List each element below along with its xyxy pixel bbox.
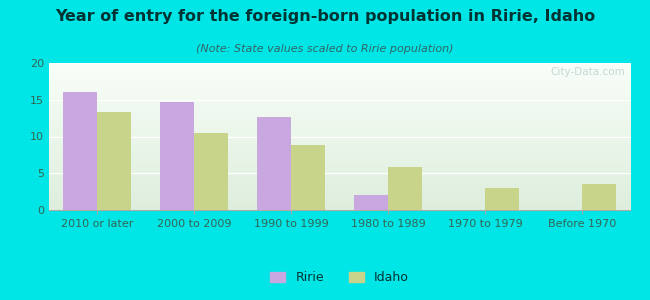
Bar: [582, 184, 616, 210]
Bar: [485, 188, 519, 210]
Text: (Note: State values scaled to Ririe population): (Note: State values scaled to Ririe popu…: [196, 44, 454, 53]
Text: City-Data.com: City-Data.com: [550, 68, 625, 77]
Bar: [388, 167, 422, 210]
Bar: [63, 92, 98, 210]
Bar: [194, 133, 228, 210]
Bar: [161, 102, 194, 210]
Bar: [354, 195, 388, 210]
Legend: Ririe, Idaho: Ririe, Idaho: [265, 266, 414, 289]
Text: Year of entry for the foreign-born population in Ririe, Idaho: Year of entry for the foreign-born popul…: [55, 9, 595, 24]
Bar: [257, 117, 291, 210]
Bar: [98, 112, 131, 210]
Bar: [291, 145, 325, 210]
